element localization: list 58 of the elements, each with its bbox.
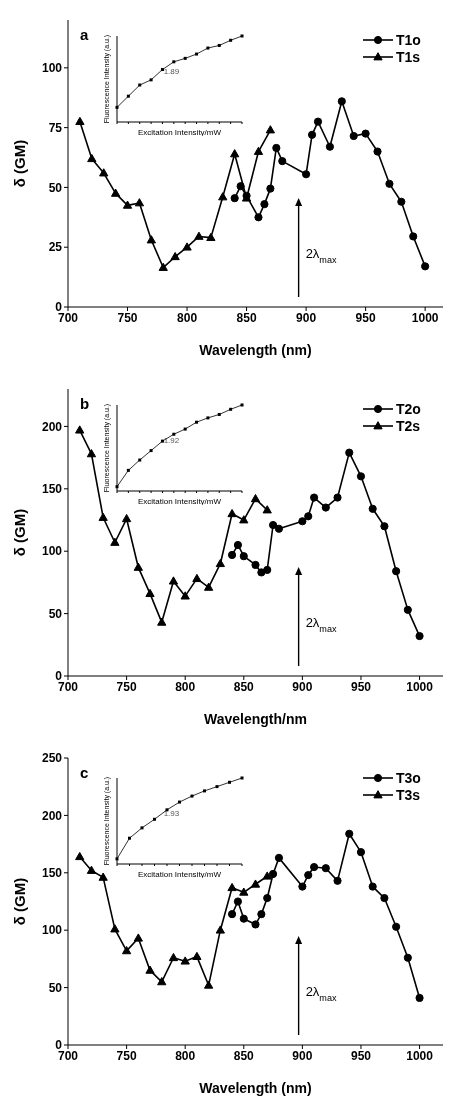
x-axis-title: Wavelength (nm) (199, 1080, 312, 1096)
y-tick-label: 150 (41, 866, 63, 881)
y-tick-label: 100 (41, 544, 63, 559)
y-axis-title: δ (GM) (11, 877, 29, 926)
x-tick-label: 800 (175, 679, 196, 694)
x-tick-label: 750 (117, 310, 138, 325)
x-tick-label: 850 (236, 310, 257, 325)
x-tick-label: 900 (296, 310, 317, 325)
x-tick-label: 850 (233, 679, 255, 694)
x-axis-title: Excitation Intensity/mW (137, 497, 222, 506)
y-tick-label: 25 (48, 240, 63, 255)
x-tick-label: 950 (355, 310, 376, 325)
legend-label: T2s (396, 418, 421, 434)
chart-title: c (80, 764, 89, 781)
x-tick-label: 900 (292, 679, 313, 694)
x-axis-title: Excitation Intensity/mW (137, 128, 222, 137)
y-tick-label: 75 (48, 120, 63, 135)
y-axis-title: δ (GM) (11, 139, 29, 188)
y-tick-label: 100 (41, 923, 63, 938)
legend-label: T3o (396, 770, 421, 786)
y-axis-title: δ (GM) (11, 508, 29, 557)
y-tick-label: 200 (41, 808, 63, 823)
x-tick-label: 950 (350, 1048, 372, 1063)
x-tick-label: 1000 (406, 679, 434, 694)
x-tick-label: 900 (292, 1048, 313, 1063)
x-tick-label: 750 (116, 679, 137, 694)
x-tick-label: 800 (175, 1048, 196, 1063)
x-tick-label: 750 (116, 1048, 137, 1063)
legend-label: T1o (396, 32, 421, 48)
x-axis-title: Excitation Intensity/mW (137, 870, 222, 879)
x-tick-label: 850 (233, 1048, 255, 1063)
x-tick-label: 1000 (411, 310, 439, 325)
chart-title: a (80, 26, 89, 43)
x-tick-label: 1000 (406, 1048, 434, 1063)
legend-label: T3s (396, 787, 421, 803)
y-tick-label: 200 (41, 419, 63, 434)
x-tick-label: 700 (57, 310, 79, 325)
x-tick-label: 700 (57, 1048, 79, 1063)
annotation: 1.89 (163, 66, 180, 76)
annotation: 1.93 (163, 808, 180, 818)
legend-label: T1s (396, 49, 421, 65)
chart-title: b (80, 395, 90, 412)
annotation: 1.92 (163, 435, 180, 445)
legend-label: T2o (396, 401, 421, 417)
y-tick-label: 50 (48, 606, 63, 621)
y-tick-label: 250 (41, 751, 63, 766)
x-axis-title: Wavelength/nm (204, 711, 307, 727)
y-tick-label: 50 (48, 980, 63, 995)
y-tick-label: 150 (41, 482, 63, 497)
x-tick-label: 950 (350, 679, 372, 694)
x-axis-title: Wavelength (nm) (199, 342, 312, 358)
annotation: 2λ$_{max}$ (305, 614, 337, 634)
y-tick-label: 50 (48, 180, 63, 195)
x-tick-label: 800 (177, 310, 198, 325)
x-tick-label: 700 (57, 679, 79, 694)
annotation: 2λ$_{max}$ (305, 245, 337, 265)
y-tick-label: 100 (41, 61, 63, 76)
annotation: 2λ$_{max}$ (305, 983, 337, 1003)
